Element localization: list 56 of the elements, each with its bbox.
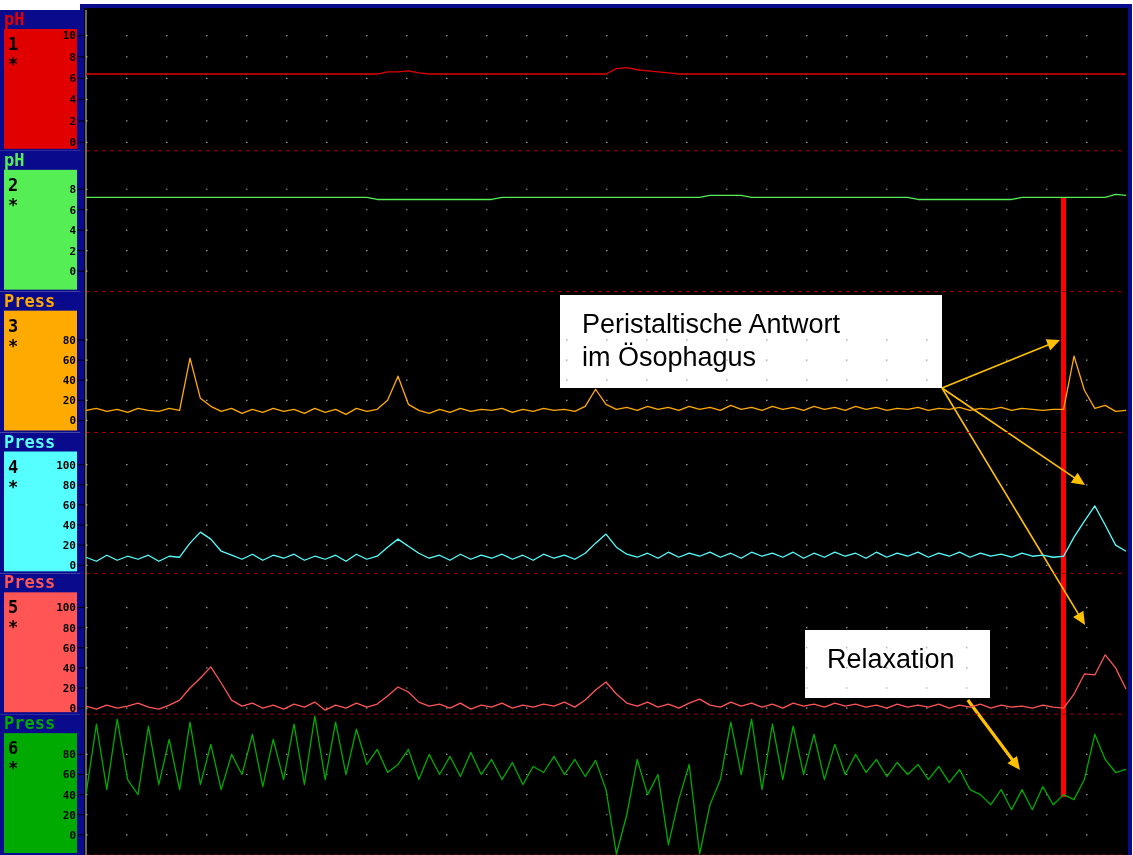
line-series xyxy=(85,66,1127,75)
y-axis-title: pH xyxy=(4,149,25,170)
y-tick-label: 60 xyxy=(62,498,76,512)
y-tick-label: 2 xyxy=(69,114,76,128)
text: 4 xyxy=(8,456,19,477)
y-tick-label: 100 xyxy=(56,601,76,615)
y-tick-label: 0 xyxy=(69,701,76,715)
text: 2 xyxy=(8,174,19,195)
y-tick-label: 60 xyxy=(62,641,76,655)
y-tick-label: 80 xyxy=(62,478,76,492)
annotation: Relaxation xyxy=(827,644,955,674)
y-tick-label: 20 xyxy=(62,808,76,822)
y-tick-label: 40 xyxy=(62,518,76,532)
line-series xyxy=(85,505,1127,562)
text: 3 xyxy=(8,315,19,336)
y-tick-label: 0 xyxy=(69,559,76,573)
y-tick-label: 10 xyxy=(62,29,76,43)
y-tick-label: 20 xyxy=(62,394,76,408)
y-axis-title: pH xyxy=(4,9,25,29)
y-tick-label: 8 xyxy=(69,50,76,64)
y-tick-label: 6 xyxy=(69,72,77,86)
y-axis-title: Press xyxy=(4,431,56,452)
text: * xyxy=(8,476,19,497)
text: * xyxy=(8,194,19,215)
y-tick-label: 0 xyxy=(69,136,76,150)
y-tick-label: 6 xyxy=(69,203,77,217)
text: * xyxy=(8,617,19,638)
text: 1 xyxy=(8,34,19,54)
y-tick-label: 40 xyxy=(62,374,76,388)
y-tick-label: 20 xyxy=(62,539,76,553)
y-tick-label: 4 xyxy=(69,93,77,107)
y-tick-label: 80 xyxy=(62,333,76,347)
y-tick-label: 4 xyxy=(69,224,77,238)
y-tick-label: 2 xyxy=(69,244,76,258)
y-tick-label: 0 xyxy=(69,414,76,428)
y-tick-label: 60 xyxy=(62,768,76,782)
y-tick-label: 80 xyxy=(62,748,76,762)
text: 6 xyxy=(8,738,19,759)
y-tick-label: 60 xyxy=(62,353,76,367)
y-tick-label: 40 xyxy=(62,661,76,675)
annotation: Peristaltische Antwort im Ösophagus xyxy=(582,309,841,372)
y-tick-label: 80 xyxy=(62,621,76,635)
y-tick-label: 40 xyxy=(62,788,76,802)
text: 5 xyxy=(8,597,19,618)
y-axis-title: Press xyxy=(4,572,56,593)
text: * xyxy=(8,54,19,74)
line-series xyxy=(85,715,1127,855)
y-tick-label: 0 xyxy=(69,828,76,842)
y-axis-title: Press xyxy=(4,290,56,311)
text: * xyxy=(8,758,19,779)
y-tick-label: 20 xyxy=(62,681,76,695)
y-axis-title: Press xyxy=(4,713,56,734)
text: * xyxy=(8,335,19,356)
y-tick-label: 100 xyxy=(56,458,76,472)
y-tick-label: 8 xyxy=(69,183,76,197)
y-tick-label: 0 xyxy=(69,265,76,279)
